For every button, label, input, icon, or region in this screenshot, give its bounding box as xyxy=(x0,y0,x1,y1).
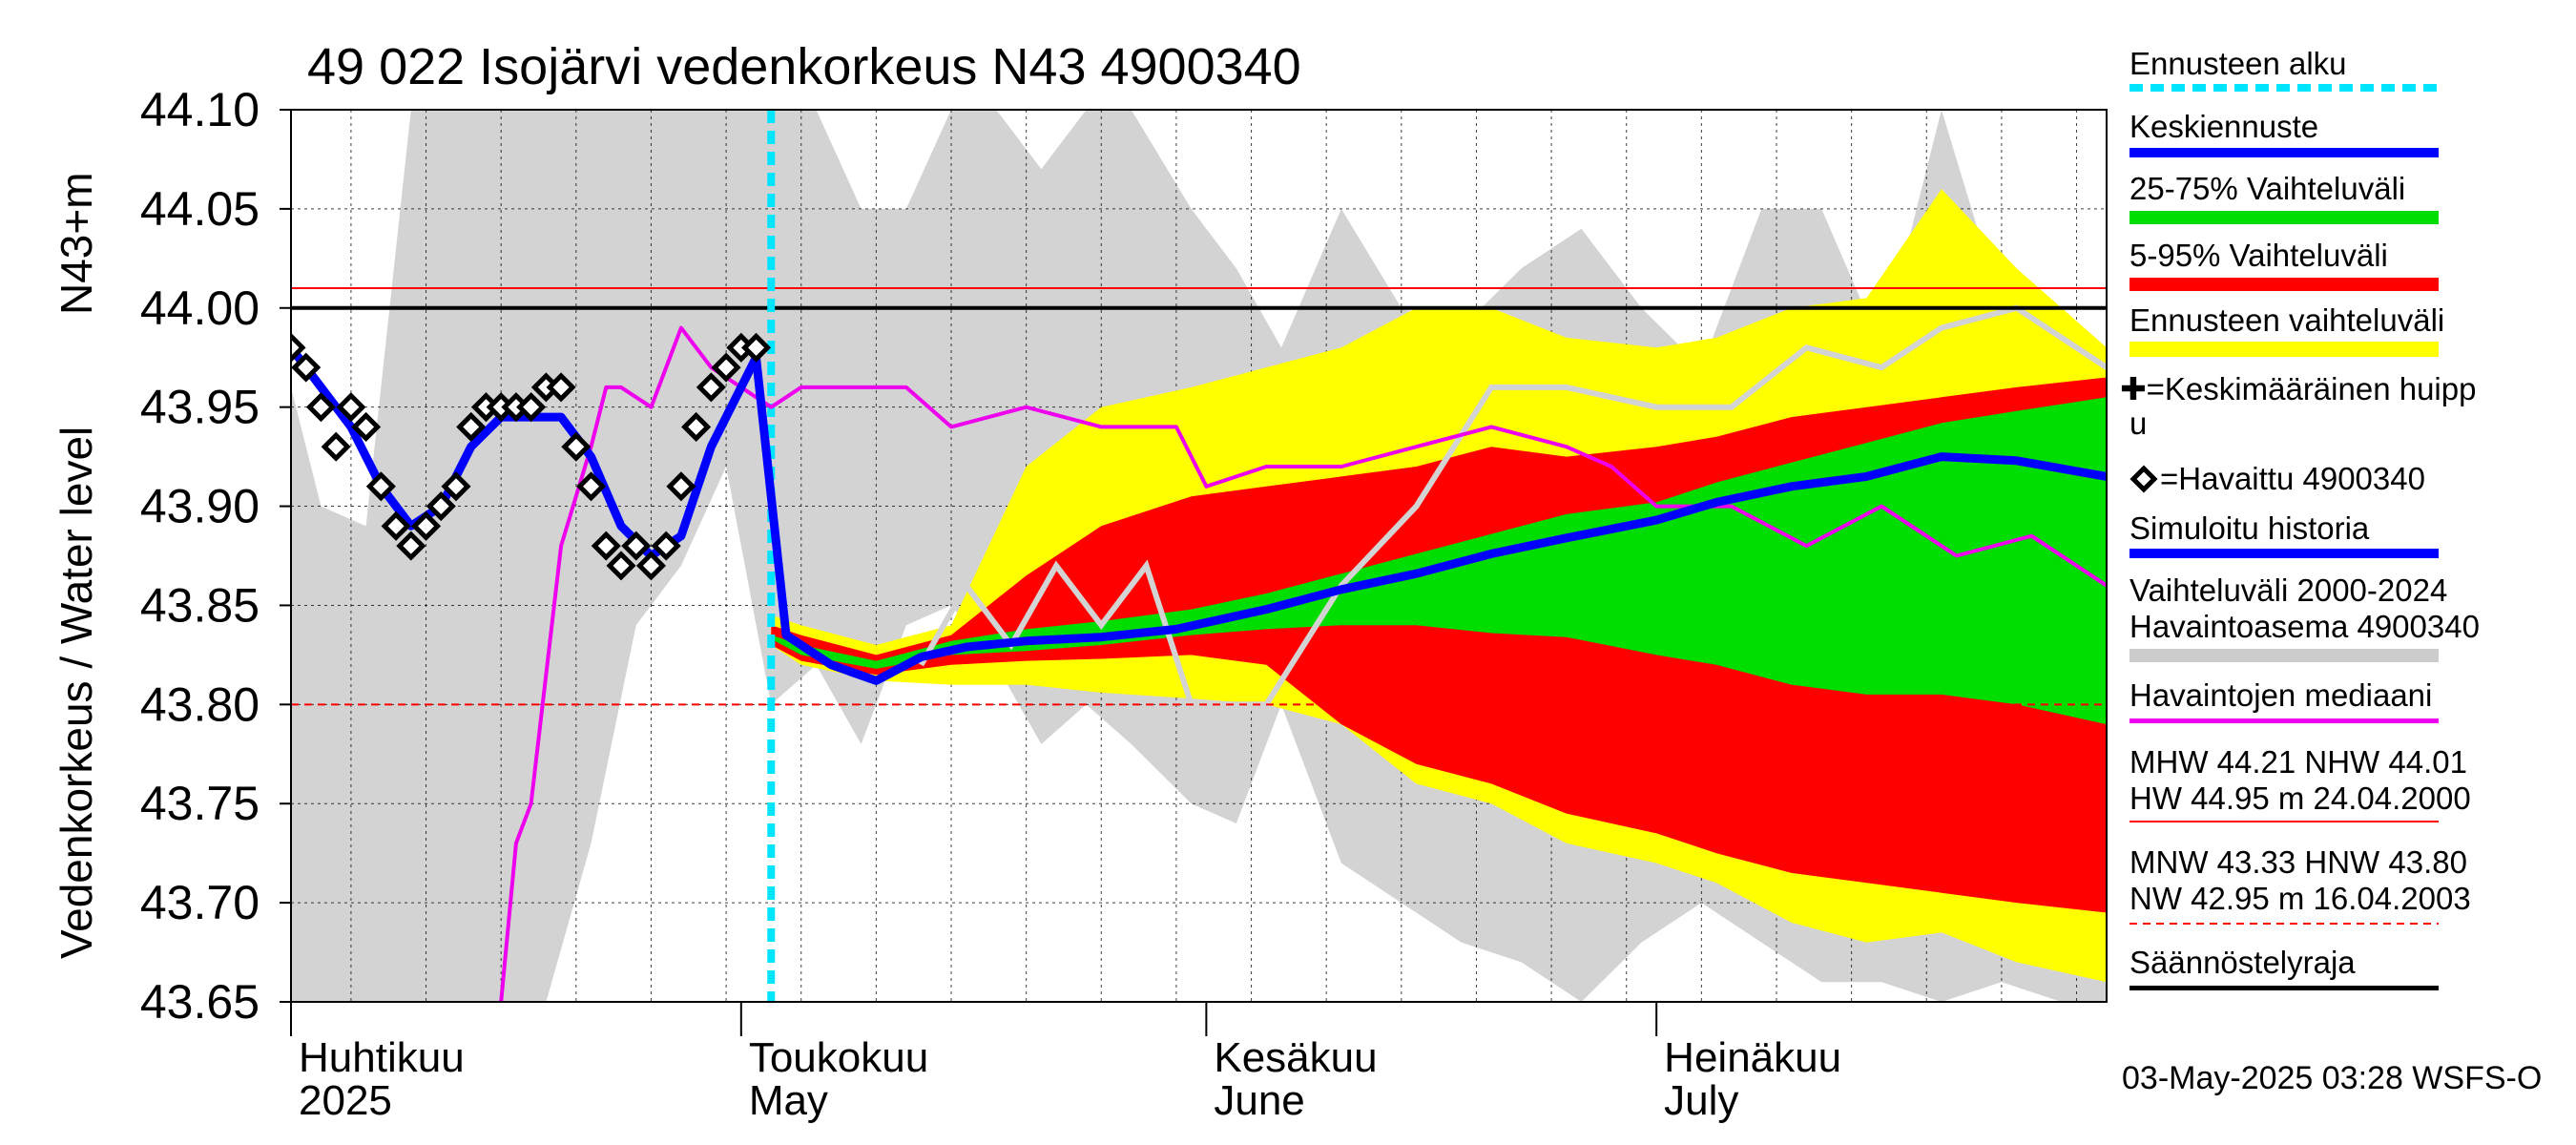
forecast-bands-layer xyxy=(771,189,2107,983)
x-month-sublabel: 2025 xyxy=(299,1077,392,1124)
x-month-sublabel: June xyxy=(1214,1077,1304,1124)
legend-low-values-line2: NW 42.95 m 16.04.2003 xyxy=(2129,881,2471,916)
legend-mean-swatch xyxy=(2129,148,2439,157)
legend-simulated-swatch xyxy=(2129,549,2439,558)
observed-point xyxy=(351,411,382,442)
legend-high-values-line2: HW 44.95 m 24.04.2000 xyxy=(2129,781,2471,816)
observed-point xyxy=(411,510,442,541)
legend-simulated-label: Simuloitu historia xyxy=(2129,510,2370,546)
x-month-label: Heinäkuu xyxy=(1664,1034,1841,1081)
legend-forecast-range-label: Ennusteen vaihteluväli xyxy=(2129,302,2444,338)
legend-p5-95-swatch xyxy=(2129,278,2439,291)
observed-point xyxy=(291,352,322,383)
observed-point xyxy=(576,471,607,502)
p25-75-band xyxy=(771,397,2107,725)
legend-median-swatch xyxy=(2129,718,2439,723)
timestamp: 03-May-2025 03:28 WSFS-O xyxy=(2122,1060,2542,1096)
observed-point xyxy=(591,531,621,561)
plot-area xyxy=(291,110,2107,1002)
reference-lines-layer xyxy=(291,110,2107,1002)
legend-regulation-label: Säännöstelyraja xyxy=(2129,945,2356,980)
legend-mean-peak-label: ✚=Keskimääräinen huipp xyxy=(2120,371,2476,406)
legend-forecast-start-label: Ennusteen alku xyxy=(2129,46,2347,81)
observed-point xyxy=(651,531,681,561)
legend-regulation-swatch xyxy=(2129,986,2439,990)
legend-high-values-line1: MHW 44.21 NHW 44.01 xyxy=(2129,744,2467,780)
y-tick-label: 43.70 xyxy=(140,876,260,929)
y-tick-label: 43.65 xyxy=(140,975,260,1029)
legend: Ennusteen alku Keskiennuste 25-75% Vaiht… xyxy=(2120,46,2480,990)
legend-forecast-range-swatch xyxy=(2129,342,2439,357)
y-axis-label: Vedenkorkeus / Water level xyxy=(52,427,101,959)
legend-p25-75-label: 25-75% Vaihteluväli xyxy=(2129,171,2405,206)
legend-p5-95-label: 5-95% Vaihteluväli xyxy=(2129,238,2388,273)
chart-title: 49 022 Isojärvi vedenkorkeus N43 4900340 xyxy=(307,38,1301,95)
observed-point xyxy=(381,510,411,541)
observed-point xyxy=(696,372,726,403)
x-month-label: Kesäkuu xyxy=(1214,1034,1377,1081)
y-tick-label: 43.80 xyxy=(140,677,260,731)
legend-hist-range-label: Vaihteluväli 2000-2024 xyxy=(2129,572,2447,608)
forecast-mean-line xyxy=(752,357,2107,685)
observed-point xyxy=(635,551,666,581)
legend-mean-peak-label-cont: u xyxy=(2129,406,2147,441)
observed-point xyxy=(741,332,772,363)
observed-point xyxy=(456,411,487,442)
observed-point xyxy=(291,332,306,363)
observed-point xyxy=(606,551,636,581)
y-tick-label: 43.90 xyxy=(140,480,260,533)
observed-point xyxy=(561,431,592,462)
y-tick-label: 44.10 xyxy=(140,83,260,136)
plot-frame xyxy=(290,109,2108,1003)
legend-observed-label: =Havaittu 4900340 xyxy=(2160,461,2425,496)
x-month-label: Huhtikuu xyxy=(299,1034,465,1081)
y-axis-ticks: 43.65 43.70 43.75 43.80 43.85 43.90 43.95 44.00… xyxy=(140,83,291,1029)
observed-point xyxy=(396,531,426,561)
observed-point xyxy=(321,431,351,462)
legend-median-label: Havaintojen mediaani xyxy=(2129,677,2432,713)
x-month-label: Toukokuu xyxy=(749,1034,928,1081)
legend-hist-range-label-2: Havaintoasema 4900340 xyxy=(2129,609,2480,644)
observed-point xyxy=(336,392,366,423)
observed-point xyxy=(516,392,547,423)
x-month-sublabel: May xyxy=(749,1077,828,1124)
observed-point xyxy=(711,352,741,383)
observed-point xyxy=(305,392,336,423)
observed-point xyxy=(426,491,456,522)
y-tick-label: 44.05 xyxy=(140,182,260,236)
legend-hist-range-swatch xyxy=(2129,649,2439,662)
y-tick-label: 43.85 xyxy=(140,578,260,632)
x-month-sublabel: July xyxy=(1664,1077,1738,1124)
y-tick-label: 43.95 xyxy=(140,381,260,434)
y-axis-unit: N43+m xyxy=(52,172,101,315)
observed-point xyxy=(681,411,712,442)
legend-p25-75-swatch xyxy=(2129,211,2439,224)
historical-sample-line xyxy=(918,304,2107,708)
observed-point xyxy=(666,471,696,502)
observed-point xyxy=(365,471,396,502)
observed-markers-layer xyxy=(291,332,772,581)
observed-diamond-icon xyxy=(2129,465,2158,493)
observed-point xyxy=(441,471,471,502)
legend-mean-label: Keskiennuste xyxy=(2129,109,2318,144)
observed-point xyxy=(621,531,652,561)
observed-point xyxy=(546,372,576,403)
y-tick-label: 44.00 xyxy=(140,281,260,335)
legend-low-values-line1: MNW 43.33 HNW 43.80 xyxy=(2129,844,2467,880)
y-tick-label: 43.75 xyxy=(140,777,260,830)
